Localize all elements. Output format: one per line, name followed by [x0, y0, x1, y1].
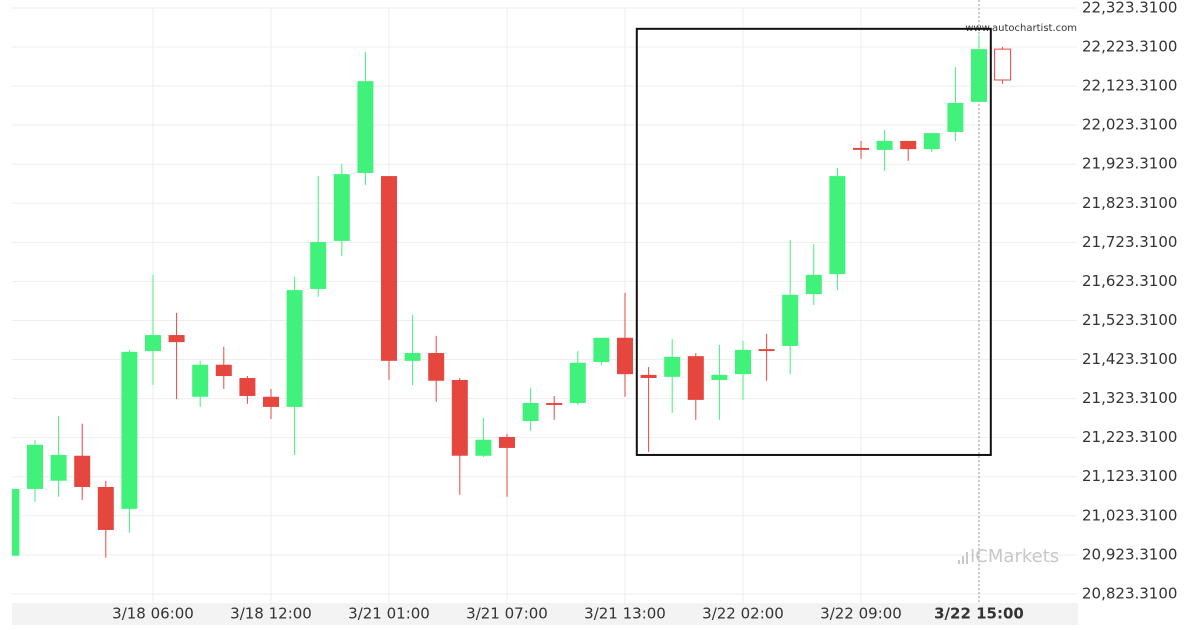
y-tick-label: 22,123.3100 [1082, 77, 1177, 95]
candle-body [333, 174, 350, 241]
candle-body [97, 486, 114, 530]
candle-body [451, 379, 468, 456]
x-tick-label: 3/21 07:00 [466, 605, 548, 623]
candle-body [687, 356, 704, 400]
x-tick-label: 3/21 01:00 [348, 605, 430, 623]
candle-body [664, 356, 681, 377]
candle-body [782, 294, 799, 346]
x-tick-label: 3/18 12:00 [230, 605, 312, 623]
axis-labels: 20,823.3100 20,923.3100 21,023.3100 21,123.… [112, 0, 1177, 623]
candle-body [499, 436, 515, 448]
candle-body [74, 455, 91, 487]
x-tick-label: 3/21 13:00 [584, 605, 666, 623]
candle-body [617, 337, 633, 375]
candle-body [357, 81, 374, 173]
candle-body [192, 364, 209, 397]
candle-body [758, 349, 775, 352]
y-tick-label: 22,023.3100 [1082, 116, 1177, 134]
x-tick-label: 3/22 15:00 [934, 605, 1024, 623]
candle-body [475, 439, 492, 456]
logo-bar [966, 552, 968, 564]
logo: ICMarkets [958, 546, 1059, 567]
y-tick-label: 21,023.3100 [1082, 506, 1177, 524]
y-tick-label: 21,623.3100 [1082, 272, 1177, 290]
y-tick-label: 22,223.3100 [1082, 38, 1177, 56]
y-tick-label: 21,823.3100 [1082, 194, 1177, 212]
candle-body [168, 335, 185, 343]
pattern-box [635, 27, 992, 456]
candle-body [923, 133, 940, 150]
x-tick-label: 3/22 09:00 [820, 605, 902, 623]
candle-body [263, 396, 279, 407]
x-tick-label: 3/22 02:00 [702, 605, 784, 623]
x-axis-band [12, 603, 1078, 625]
y-tick-label: 20,923.3100 [1082, 545, 1177, 563]
candle-body [239, 378, 256, 396]
candle-body [428, 353, 445, 381]
candle-body [522, 403, 539, 421]
candle-body [994, 48, 1012, 81]
candle-body [546, 403, 563, 405]
candle-body [12, 488, 20, 556]
candle-body [404, 353, 421, 361]
candle-body [829, 176, 846, 275]
candle-body [215, 364, 232, 377]
candle-body [145, 335, 161, 352]
logo-bar [962, 556, 964, 564]
grid [12, 7, 1077, 603]
logo-text: ICMarkets [970, 546, 1059, 567]
candle-body [640, 374, 657, 379]
candle-body [569, 362, 586, 404]
candle-body [947, 103, 964, 132]
y-tick-label: 21,223.3100 [1082, 428, 1177, 446]
candle-body [853, 147, 869, 150]
candle-body [971, 49, 987, 102]
candle-body [381, 176, 397, 361]
y-tick-label: 20,823.3100 [1082, 584, 1177, 602]
y-tick-label: 21,123.3100 [1082, 467, 1177, 485]
candle-body [805, 274, 822, 295]
candle-body [711, 374, 728, 380]
candle-body [310, 242, 327, 289]
candle-body [121, 351, 138, 509]
watermark: www.autochartist.com [965, 23, 1077, 34]
logo-bar [958, 560, 960, 564]
y-tick-label: 21,423.3100 [1082, 350, 1177, 368]
x-tick-label: 3/18 06:00 [112, 605, 194, 623]
y-tick-label: 21,323.3100 [1082, 389, 1177, 407]
candle-body [900, 140, 917, 150]
candle-body [593, 337, 610, 363]
candle-body [286, 290, 303, 407]
y-tick-label: 22,323.3100 [1082, 0, 1177, 17]
candle-body [735, 349, 751, 375]
y-tick-label: 21,923.3100 [1082, 155, 1177, 173]
candle-body [876, 140, 893, 150]
candle-body [50, 454, 67, 481]
plot-area [12, 0, 1012, 603]
candle-body [27, 444, 43, 489]
y-tick-label: 21,523.3100 [1082, 311, 1177, 329]
y-tick-label: 21,723.3100 [1082, 233, 1177, 251]
